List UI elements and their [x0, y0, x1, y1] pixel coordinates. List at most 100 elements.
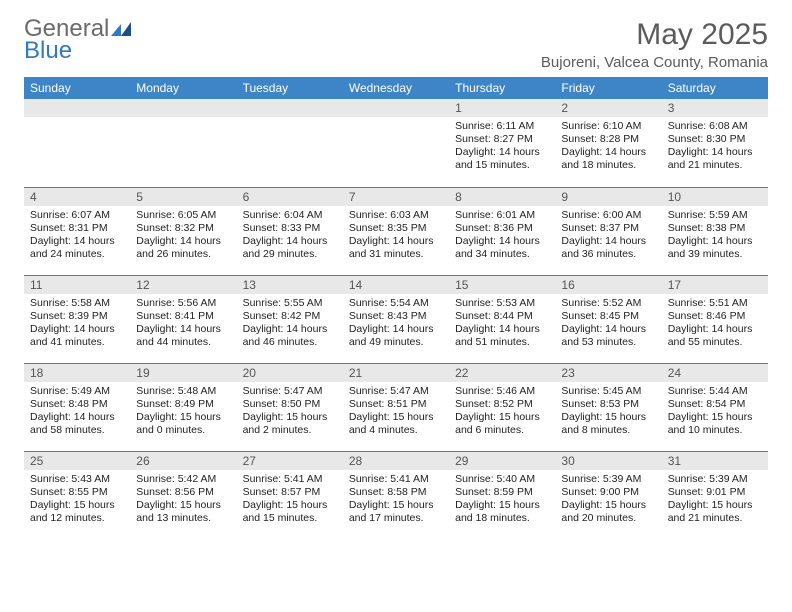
- day-info: Sunrise: 5:51 AMSunset: 8:46 PMDaylight:…: [662, 294, 768, 353]
- calendar-header-row: SundayMondayTuesdayWednesdayThursdayFrid…: [24, 77, 768, 99]
- calendar-cell: [237, 99, 343, 187]
- day-number: 23: [555, 364, 661, 382]
- day-info: Sunrise: 6:07 AMSunset: 8:31 PMDaylight:…: [24, 206, 130, 265]
- day-info: Sunrise: 5:48 AMSunset: 8:49 PMDaylight:…: [130, 382, 236, 441]
- calendar-cell: 18Sunrise: 5:49 AMSunset: 8:48 PMDayligh…: [24, 363, 130, 451]
- day-number: 1: [449, 99, 555, 117]
- calendar-week: 18Sunrise: 5:49 AMSunset: 8:48 PMDayligh…: [24, 363, 768, 451]
- dow-header-tuesday: Tuesday: [237, 77, 343, 99]
- day-number-empty: [130, 99, 236, 117]
- calendar-cell: [24, 99, 130, 187]
- dow-header-saturday: Saturday: [662, 77, 768, 99]
- calendar-cell: 22Sunrise: 5:46 AMSunset: 8:52 PMDayligh…: [449, 363, 555, 451]
- day-number: 15: [449, 276, 555, 294]
- month-title: May 2025: [541, 18, 768, 52]
- location: Bujoreni, Valcea County, Romania: [541, 54, 768, 71]
- day-number: 8: [449, 188, 555, 206]
- day-number: 9: [555, 188, 661, 206]
- day-number: 27: [237, 452, 343, 470]
- day-info: Sunrise: 5:39 AMSunset: 9:01 PMDaylight:…: [662, 470, 768, 529]
- day-info: Sunrise: 5:41 AMSunset: 8:58 PMDaylight:…: [343, 470, 449, 529]
- day-number: 12: [130, 276, 236, 294]
- calendar-week: 1Sunrise: 6:11 AMSunset: 8:27 PMDaylight…: [24, 99, 768, 187]
- day-info: Sunrise: 5:47 AMSunset: 8:50 PMDaylight:…: [237, 382, 343, 441]
- calendar-cell: 16Sunrise: 5:52 AMSunset: 8:45 PMDayligh…: [555, 275, 661, 363]
- day-number-empty: [237, 99, 343, 117]
- calendar-cell: 24Sunrise: 5:44 AMSunset: 8:54 PMDayligh…: [662, 363, 768, 451]
- calendar-cell: 5Sunrise: 6:05 AMSunset: 8:32 PMDaylight…: [130, 187, 236, 275]
- calendar-cell: 30Sunrise: 5:39 AMSunset: 9:00 PMDayligh…: [555, 451, 661, 539]
- day-number: 25: [24, 452, 130, 470]
- day-number: 20: [237, 364, 343, 382]
- calendar-cell: 12Sunrise: 5:56 AMSunset: 8:41 PMDayligh…: [130, 275, 236, 363]
- calendar-cell: 25Sunrise: 5:43 AMSunset: 8:55 PMDayligh…: [24, 451, 130, 539]
- calendar-cell: 13Sunrise: 5:55 AMSunset: 8:42 PMDayligh…: [237, 275, 343, 363]
- day-number: 30: [555, 452, 661, 470]
- calendar-cell: 20Sunrise: 5:47 AMSunset: 8:50 PMDayligh…: [237, 363, 343, 451]
- day-number: 19: [130, 364, 236, 382]
- day-info: Sunrise: 5:44 AMSunset: 8:54 PMDaylight:…: [662, 382, 768, 441]
- day-info: Sunrise: 6:05 AMSunset: 8:32 PMDaylight:…: [130, 206, 236, 265]
- day-info: Sunrise: 5:40 AMSunset: 8:59 PMDaylight:…: [449, 470, 555, 529]
- dow-header-sunday: Sunday: [24, 77, 130, 99]
- day-info: Sunrise: 5:55 AMSunset: 8:42 PMDaylight:…: [237, 294, 343, 353]
- day-number: 7: [343, 188, 449, 206]
- day-number: 11: [24, 276, 130, 294]
- day-info: Sunrise: 5:39 AMSunset: 9:00 PMDaylight:…: [555, 470, 661, 529]
- day-info: Sunrise: 5:52 AMSunset: 8:45 PMDaylight:…: [555, 294, 661, 353]
- day-info: Sunrise: 6:08 AMSunset: 8:30 PMDaylight:…: [662, 117, 768, 176]
- calendar-cell: 2Sunrise: 6:10 AMSunset: 8:28 PMDaylight…: [555, 99, 661, 187]
- logo-icon: [111, 18, 133, 34]
- day-number: 22: [449, 364, 555, 382]
- calendar-week: 4Sunrise: 6:07 AMSunset: 8:31 PMDaylight…: [24, 187, 768, 275]
- calendar-week: 25Sunrise: 5:43 AMSunset: 8:55 PMDayligh…: [24, 451, 768, 539]
- day-number: 5: [130, 188, 236, 206]
- calendar-cell: 10Sunrise: 5:59 AMSunset: 8:38 PMDayligh…: [662, 187, 768, 275]
- calendar-cell: 28Sunrise: 5:41 AMSunset: 8:58 PMDayligh…: [343, 451, 449, 539]
- day-info: Sunrise: 5:43 AMSunset: 8:55 PMDaylight:…: [24, 470, 130, 529]
- day-number: 29: [449, 452, 555, 470]
- day-number-empty: [24, 99, 130, 117]
- calendar-cell: 14Sunrise: 5:54 AMSunset: 8:43 PMDayligh…: [343, 275, 449, 363]
- day-number: 26: [130, 452, 236, 470]
- title-block: May 2025 Bujoreni, Valcea County, Romani…: [541, 18, 768, 71]
- day-info: Sunrise: 5:49 AMSunset: 8:48 PMDaylight:…: [24, 382, 130, 441]
- day-number: 21: [343, 364, 449, 382]
- calendar-cell: 7Sunrise: 6:03 AMSunset: 8:35 PMDaylight…: [343, 187, 449, 275]
- calendar-cell: 27Sunrise: 5:41 AMSunset: 8:57 PMDayligh…: [237, 451, 343, 539]
- day-number: 4: [24, 188, 130, 206]
- day-number: 2: [555, 99, 661, 117]
- calendar-cell: 11Sunrise: 5:58 AMSunset: 8:39 PMDayligh…: [24, 275, 130, 363]
- calendar-cell: 6Sunrise: 6:04 AMSunset: 8:33 PMDaylight…: [237, 187, 343, 275]
- day-number: 24: [662, 364, 768, 382]
- day-number: 10: [662, 188, 768, 206]
- calendar-cell: 31Sunrise: 5:39 AMSunset: 9:01 PMDayligh…: [662, 451, 768, 539]
- day-info: Sunrise: 5:46 AMSunset: 8:52 PMDaylight:…: [449, 382, 555, 441]
- calendar-cell: 3Sunrise: 6:08 AMSunset: 8:30 PMDaylight…: [662, 99, 768, 187]
- day-number: 16: [555, 276, 661, 294]
- dow-header-thursday: Thursday: [449, 77, 555, 99]
- day-number: 18: [24, 364, 130, 382]
- day-info: Sunrise: 6:10 AMSunset: 8:28 PMDaylight:…: [555, 117, 661, 176]
- day-info: Sunrise: 6:04 AMSunset: 8:33 PMDaylight:…: [237, 206, 343, 265]
- day-number: 14: [343, 276, 449, 294]
- calendar-cell: 15Sunrise: 5:53 AMSunset: 8:44 PMDayligh…: [449, 275, 555, 363]
- day-number: 17: [662, 276, 768, 294]
- calendar-cell: 26Sunrise: 5:42 AMSunset: 8:56 PMDayligh…: [130, 451, 236, 539]
- day-number: 6: [237, 188, 343, 206]
- day-info: Sunrise: 5:54 AMSunset: 8:43 PMDaylight:…: [343, 294, 449, 353]
- calendar-table: SundayMondayTuesdayWednesdayThursdayFrid…: [24, 77, 768, 539]
- day-info: Sunrise: 5:59 AMSunset: 8:38 PMDaylight:…: [662, 206, 768, 265]
- dow-header-friday: Friday: [555, 77, 661, 99]
- day-info: Sunrise: 6:00 AMSunset: 8:37 PMDaylight:…: [555, 206, 661, 265]
- day-number: 28: [343, 452, 449, 470]
- calendar-cell: 19Sunrise: 5:48 AMSunset: 8:49 PMDayligh…: [130, 363, 236, 451]
- calendar-cell: 29Sunrise: 5:40 AMSunset: 8:59 PMDayligh…: [449, 451, 555, 539]
- calendar-cell: 1Sunrise: 6:11 AMSunset: 8:27 PMDaylight…: [449, 99, 555, 187]
- day-number: 13: [237, 276, 343, 294]
- calendar-cell: 8Sunrise: 6:01 AMSunset: 8:36 PMDaylight…: [449, 187, 555, 275]
- calendar-cell: 9Sunrise: 6:00 AMSunset: 8:37 PMDaylight…: [555, 187, 661, 275]
- day-info: Sunrise: 5:58 AMSunset: 8:39 PMDaylight:…: [24, 294, 130, 353]
- calendar-week: 11Sunrise: 5:58 AMSunset: 8:39 PMDayligh…: [24, 275, 768, 363]
- calendar-cell: [343, 99, 449, 187]
